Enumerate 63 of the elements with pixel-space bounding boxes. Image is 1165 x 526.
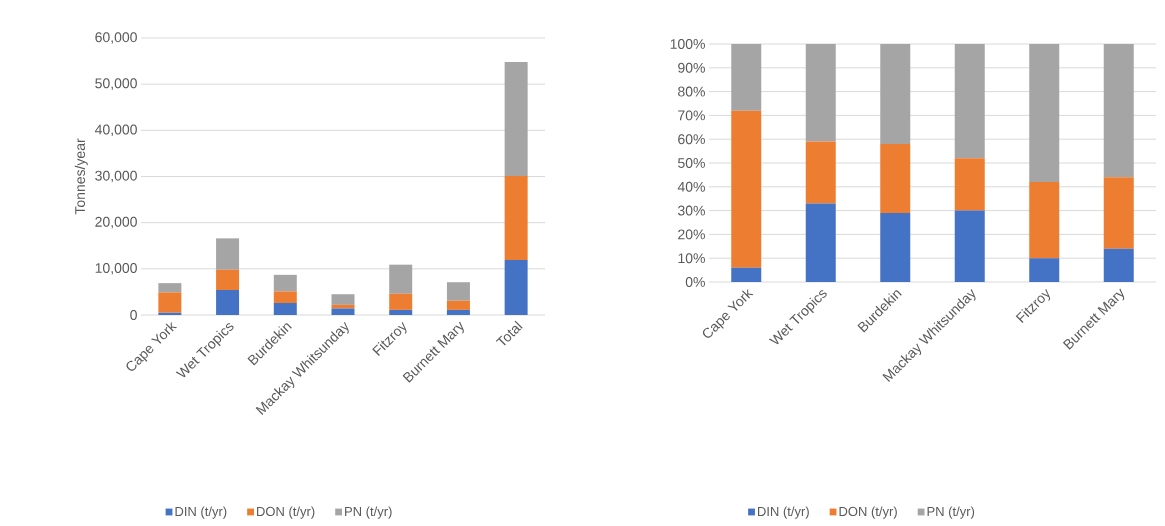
legend-label: PN (t/yr) xyxy=(927,506,975,519)
legend-label: PN (t/yr) xyxy=(345,506,392,519)
bar xyxy=(1029,43,1060,183)
bar xyxy=(880,212,911,282)
bar xyxy=(805,43,836,142)
bar xyxy=(446,300,470,310)
bar xyxy=(1103,248,1134,282)
bar xyxy=(1103,43,1134,178)
bar xyxy=(273,274,297,292)
y-tick-label: 10% xyxy=(678,253,705,264)
bar xyxy=(1029,258,1060,282)
y-tick-label: 10,000 xyxy=(95,263,137,275)
bar xyxy=(1103,177,1134,249)
y-tick-label: 40,000 xyxy=(94,124,137,137)
legend-label: DON (t/yr) xyxy=(839,506,897,519)
bar xyxy=(216,238,240,270)
y-tick-label: 30% xyxy=(677,205,705,216)
bar xyxy=(1029,182,1060,259)
bar xyxy=(216,269,240,291)
bar xyxy=(389,309,413,315)
y-tick-label: 30,000 xyxy=(95,170,137,183)
y-axis-title: Tonnes/year xyxy=(74,138,88,215)
bar xyxy=(273,302,297,315)
bar xyxy=(731,110,762,268)
y-tick-label: 50% xyxy=(678,158,705,168)
y-tick-label: 80% xyxy=(678,86,705,97)
bar xyxy=(273,291,297,303)
y-tick-label: 60% xyxy=(678,134,705,145)
bar xyxy=(954,158,985,211)
y-tick-label: 0 xyxy=(130,310,137,320)
y-tick-label: 0% xyxy=(685,277,705,287)
bar xyxy=(158,283,182,293)
bar xyxy=(954,43,985,159)
bar xyxy=(331,294,355,305)
bar xyxy=(331,304,355,309)
bar xyxy=(880,143,911,213)
bar xyxy=(880,43,911,144)
y-tick-label: 70% xyxy=(678,110,705,121)
bar xyxy=(504,176,528,261)
bar xyxy=(158,292,182,313)
y-tick-label: 20% xyxy=(678,229,705,240)
y-tick-label: 60,000 xyxy=(95,32,137,44)
bar xyxy=(389,293,413,310)
y-tick-label: 100% xyxy=(670,39,705,49)
bar xyxy=(805,203,836,282)
legend-label: DIN (t/yr) xyxy=(758,506,809,519)
bar xyxy=(731,43,762,111)
y-tick-label: 20,000 xyxy=(95,216,137,229)
bar xyxy=(389,264,413,294)
bar xyxy=(504,62,528,177)
bar xyxy=(216,290,240,315)
y-tick-label: 50,000 xyxy=(95,78,137,90)
bar xyxy=(446,309,470,315)
legend-label: DIN (t/yr) xyxy=(175,506,227,519)
y-tick-label: 40% xyxy=(677,181,705,192)
bar xyxy=(954,210,985,282)
y-tick-label: 90% xyxy=(678,62,705,73)
bar xyxy=(504,260,528,315)
bar xyxy=(731,267,762,282)
bar xyxy=(331,308,355,315)
legend-label: DON (t/yr) xyxy=(257,506,315,519)
bar xyxy=(805,141,836,204)
bar xyxy=(446,282,470,301)
